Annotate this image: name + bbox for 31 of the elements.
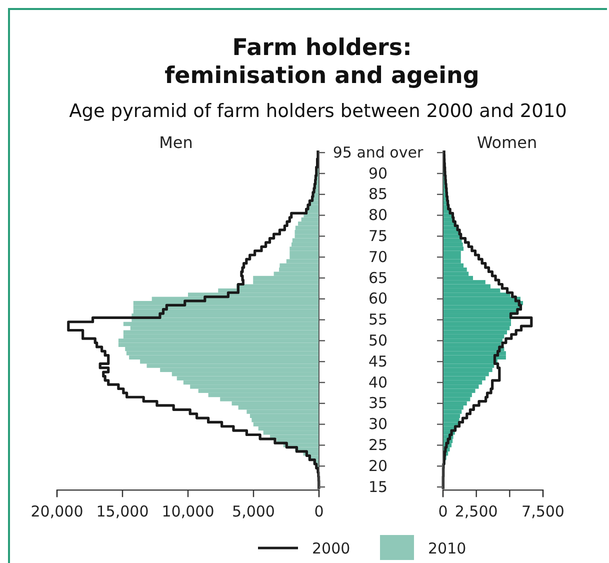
legend-label: 2010	[428, 539, 466, 558]
y-tick-label: 40	[368, 373, 388, 392]
y-tick-label: 45	[368, 352, 388, 370]
y-tick-label: 65	[368, 268, 388, 287]
y-tick-label: 75	[368, 226, 388, 245]
y-tick-label: 35	[368, 394, 388, 412]
y-tick-label: 80	[368, 206, 388, 224]
x-tick-label: 10,000	[162, 502, 214, 521]
chart-title: Farm holders: feminisation and ageing	[164, 35, 480, 89]
chart-subtitle: Age pyramid of farm holders between 2000 and 2010	[69, 101, 567, 122]
annotation: Men	[159, 133, 193, 152]
x-tick-label: 15,000	[96, 502, 149, 521]
y-tick-label: 50	[368, 331, 388, 350]
y-tick-label: 15	[368, 478, 388, 496]
y-tick-label: 95 and over	[332, 143, 424, 162]
y-tick-label: 30	[368, 415, 388, 434]
y-tick-label: 25	[368, 436, 388, 454]
y-tick-label: 90	[368, 164, 388, 182]
x-tick-label: 2,500	[454, 502, 498, 521]
x-tick-label: 0	[438, 502, 448, 521]
annotation: Women	[476, 133, 538, 152]
x-tick-label: 20,000	[30, 502, 84, 521]
y-tick-label: 85	[368, 185, 388, 204]
y-tick-label: 55	[368, 310, 388, 329]
y-tick-label: 20	[368, 456, 388, 475]
y-tick-label: 60	[368, 290, 388, 308]
y-tick-label: 70	[368, 248, 388, 266]
x-tick-label: 0	[314, 502, 324, 521]
legend-label: 2000	[312, 539, 350, 558]
x-tick-label: 5,000	[232, 502, 275, 521]
x-tick-label: 7,500	[522, 502, 564, 521]
